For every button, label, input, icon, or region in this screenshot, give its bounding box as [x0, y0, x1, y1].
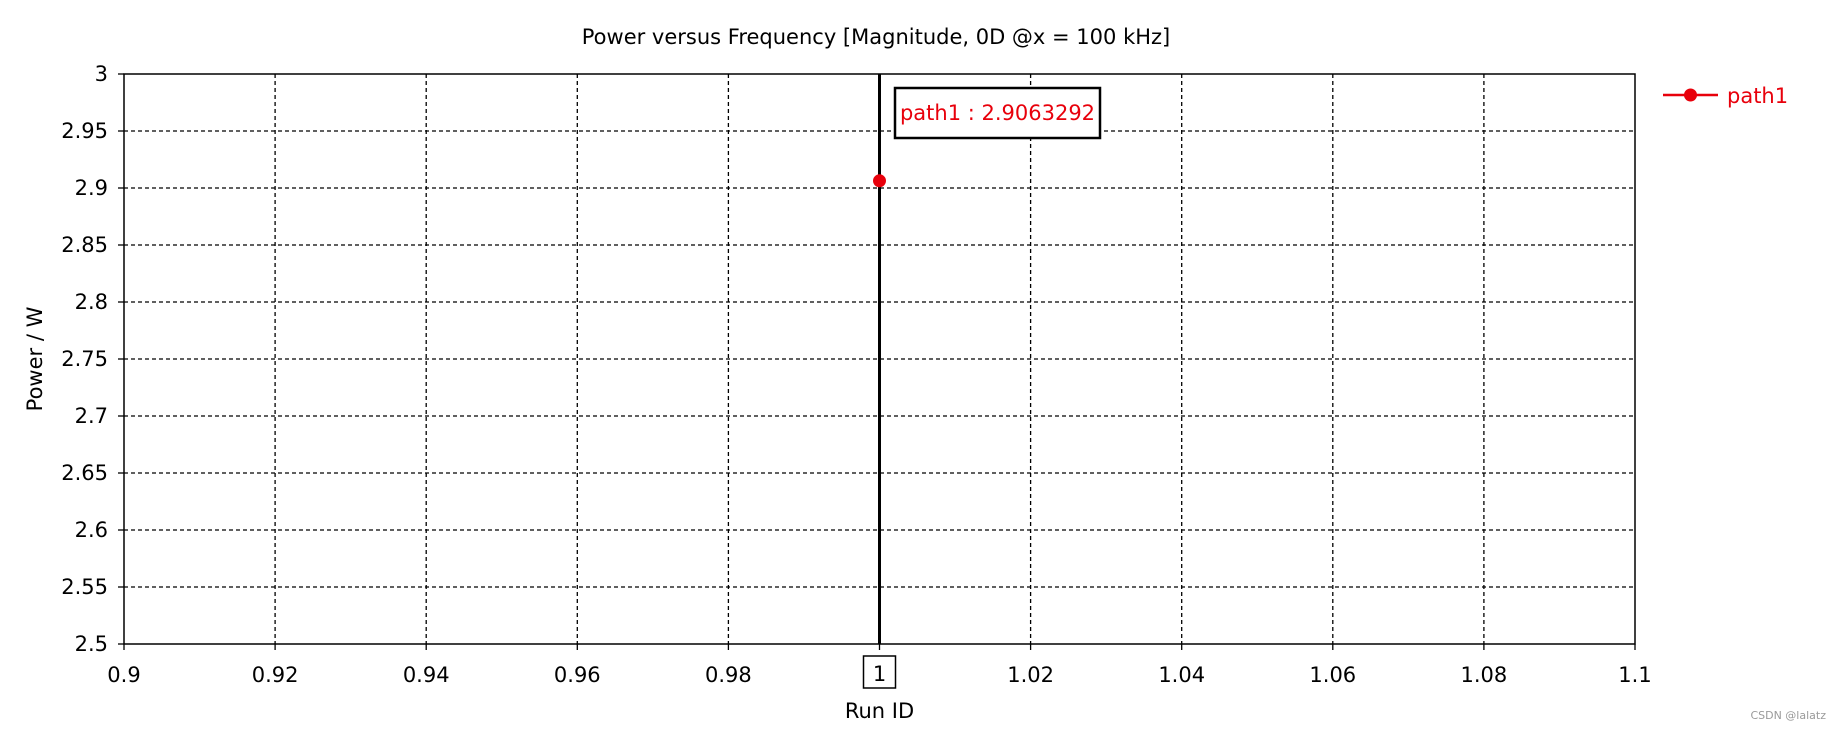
watermark: CSDN @lalatz	[1750, 709, 1826, 722]
x-tick-label: 1.06	[1309, 663, 1356, 687]
series-group	[873, 174, 886, 188]
y-tick-label: 2.5	[75, 632, 108, 656]
legend-marker	[1684, 88, 1697, 102]
x-tick-label: 0.9	[107, 663, 140, 687]
data-point[interactable]	[873, 174, 886, 188]
y-tick-label: 2.95	[61, 119, 108, 143]
legend[interactable]: path1	[1663, 84, 1788, 108]
y-tick-label: 2.65	[61, 461, 108, 485]
x-tick-label: 0.96	[554, 663, 601, 687]
annotation-text: path1 : 2.9063292	[900, 101, 1095, 125]
x-tick-label: 0.92	[252, 663, 299, 687]
y-axis-label: Power / W	[23, 306, 47, 411]
y-tick-label: 2.9	[75, 176, 108, 200]
x-tick-label: 1.02	[1007, 663, 1054, 687]
marker-label-box[interactable]	[862, 655, 897, 689]
value-annotation: path1 : 2.9063292	[893, 86, 1102, 140]
y-axis-ticks: 2.5 2.55 2.6 2.65 2.7 2.75 2.8 2.85 2.9 2.95 3	[61, 62, 124, 656]
y-tick-label: 2.6	[75, 518, 108, 542]
y-tick-label: 3	[95, 62, 108, 86]
x-tick-label: 1.08	[1461, 663, 1508, 687]
y-tick-label: 2.85	[61, 233, 108, 257]
x-axis-ticks: 0.9 0.92 0.94 0.96 0.98 1.02 1.04 1.06 1.08 1.1	[107, 644, 1652, 687]
annotation-box	[893, 86, 1102, 140]
x-tick-label: 0.94	[403, 663, 450, 687]
marker-label: 1	[873, 662, 886, 686]
y-tick-label: 2.75	[61, 347, 108, 371]
y-tick-label: 2.8	[75, 290, 108, 314]
run-marker[interactable]: 1	[862, 74, 897, 689]
legend-label[interactable]: path1	[1727, 84, 1788, 108]
x-tick-label: 0.98	[705, 663, 752, 687]
chart-title: Power versus Frequency [Magnitude, 0D @x…	[582, 25, 1170, 49]
y-tick-label: 2.55	[61, 575, 108, 599]
x-axis-label: Run ID	[845, 699, 914, 723]
x-tick-label: 1.04	[1158, 663, 1205, 687]
x-tick-label: 1.1	[1618, 663, 1651, 687]
y-tick-label: 2.7	[75, 404, 108, 428]
